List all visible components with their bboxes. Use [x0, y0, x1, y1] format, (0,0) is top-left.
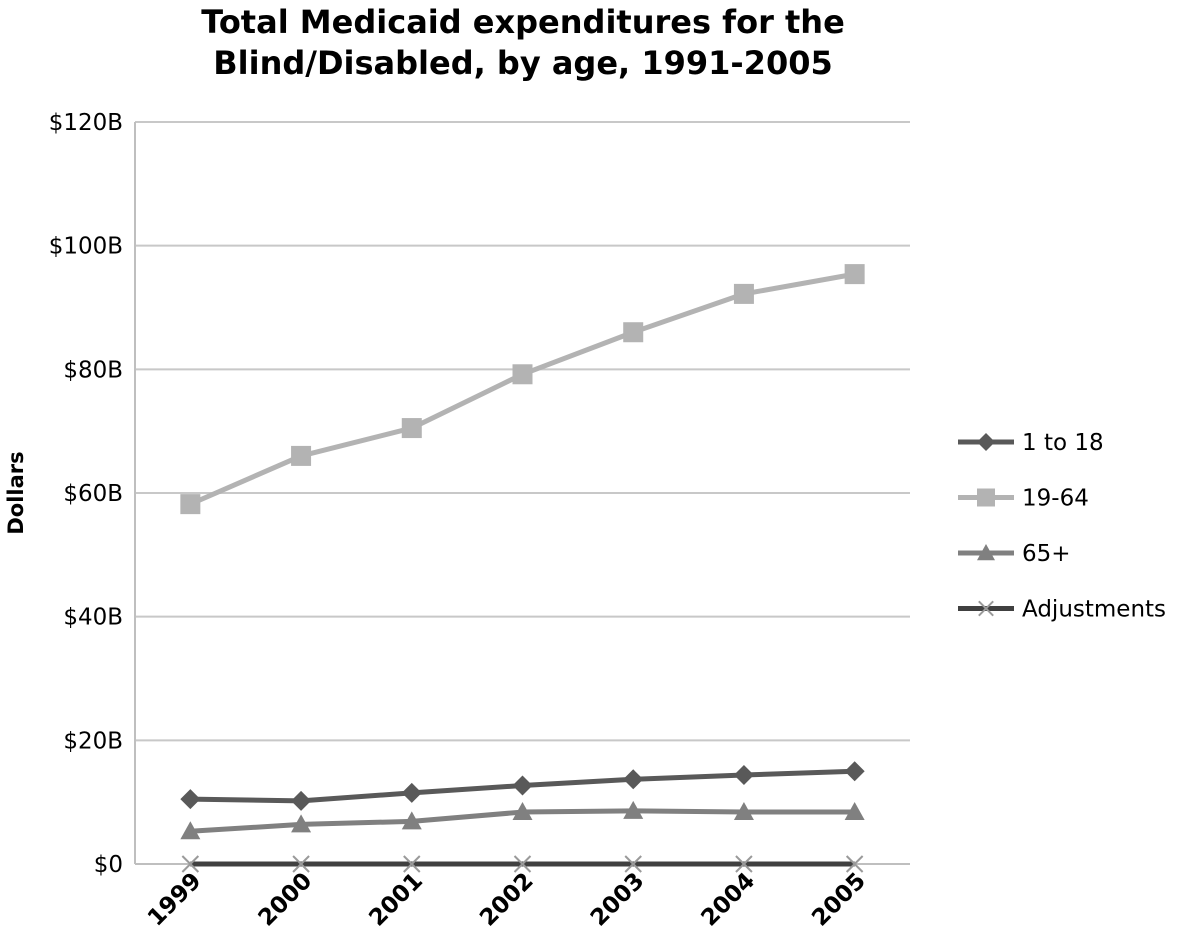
y-axis-label: Dollars: [4, 451, 28, 534]
data-point: [733, 283, 754, 304]
x-tick-label: 1999: [143, 868, 207, 932]
data-point: [401, 782, 422, 803]
data-point: [733, 764, 754, 785]
data-point: [180, 494, 201, 515]
data-point: [512, 802, 533, 821]
data-point: [845, 855, 864, 873]
legend-label: Adjustments: [1022, 597, 1166, 623]
y-tick-label: $60B: [63, 481, 123, 507]
data-point: [623, 800, 644, 819]
x-tick-label: 2004: [697, 868, 761, 932]
data-point: [513, 855, 532, 873]
data-point: [735, 855, 753, 873]
x-tick-label: 2001: [364, 868, 428, 932]
data-point: [180, 821, 201, 840]
data-point: [977, 544, 995, 561]
data-point: [844, 264, 865, 285]
legend-item: 19-64: [958, 486, 1089, 512]
legend-label: 1 to 18: [1022, 430, 1104, 456]
y-axis: $0 $20B $40B $60B $80B $100B $120B: [49, 110, 136, 878]
y-tick-label: $80B: [63, 357, 123, 383]
x-tick-label: 2005: [807, 868, 871, 932]
series-line: [189, 271, 856, 507]
data-point: [291, 814, 312, 833]
data-point: [512, 364, 533, 385]
legend: 1 to 18 19-64 65+ Adjustments: [958, 430, 1166, 623]
series-lines: [180, 264, 865, 873]
chart-title: Total Medicaid expenditures for the Blin…: [0, 2, 1046, 84]
data-point: [401, 811, 422, 830]
legend-label: 19-64: [1022, 486, 1089, 512]
data-point: [844, 802, 865, 821]
data-point: [623, 769, 644, 790]
data-point: [844, 761, 865, 782]
chart-title-line-2: Blind/Disabled, by age, 1991-2005: [213, 44, 833, 82]
data-point: [978, 600, 994, 617]
data-point: [403, 855, 421, 873]
data-point: [733, 802, 754, 821]
data-point: [977, 433, 995, 451]
x-tick-label: 2000: [254, 868, 318, 932]
data-point: [623, 322, 644, 343]
data-point: [401, 418, 422, 439]
legend-item: 65+: [958, 541, 1071, 567]
y-tick-label: $20B: [63, 728, 123, 754]
series-19-64: [180, 264, 865, 515]
x-tick-label: 2003: [586, 868, 650, 932]
data-point: [181, 855, 200, 873]
legend-label: 65+: [1022, 541, 1071, 567]
data-point: [291, 445, 312, 466]
y-tick-label: $120B: [49, 110, 123, 136]
data-point: [292, 855, 310, 873]
y-tick-label: $40B: [63, 605, 123, 631]
data-point: [512, 775, 533, 796]
legend-item: 1 to 18: [958, 430, 1104, 456]
series-65-: [180, 800, 865, 840]
y-tick-label: $100B: [49, 234, 123, 260]
data-point: [291, 790, 312, 811]
legend-item: Adjustments: [958, 597, 1166, 623]
series-1-to-18: [180, 761, 865, 811]
chart-title-line-1: Total Medicaid expenditures for the: [201, 3, 845, 41]
data-point: [977, 488, 995, 507]
data-point: [180, 789, 201, 810]
series-adjustments: [181, 855, 864, 873]
gridlines: [135, 121, 910, 742]
x-axis: 1999 2000 2001 2002 2003 2004 2005: [135, 863, 910, 932]
x-tick-label: 2002: [475, 868, 539, 932]
data-point: [624, 855, 642, 873]
y-tick-label: $0: [94, 852, 123, 878]
